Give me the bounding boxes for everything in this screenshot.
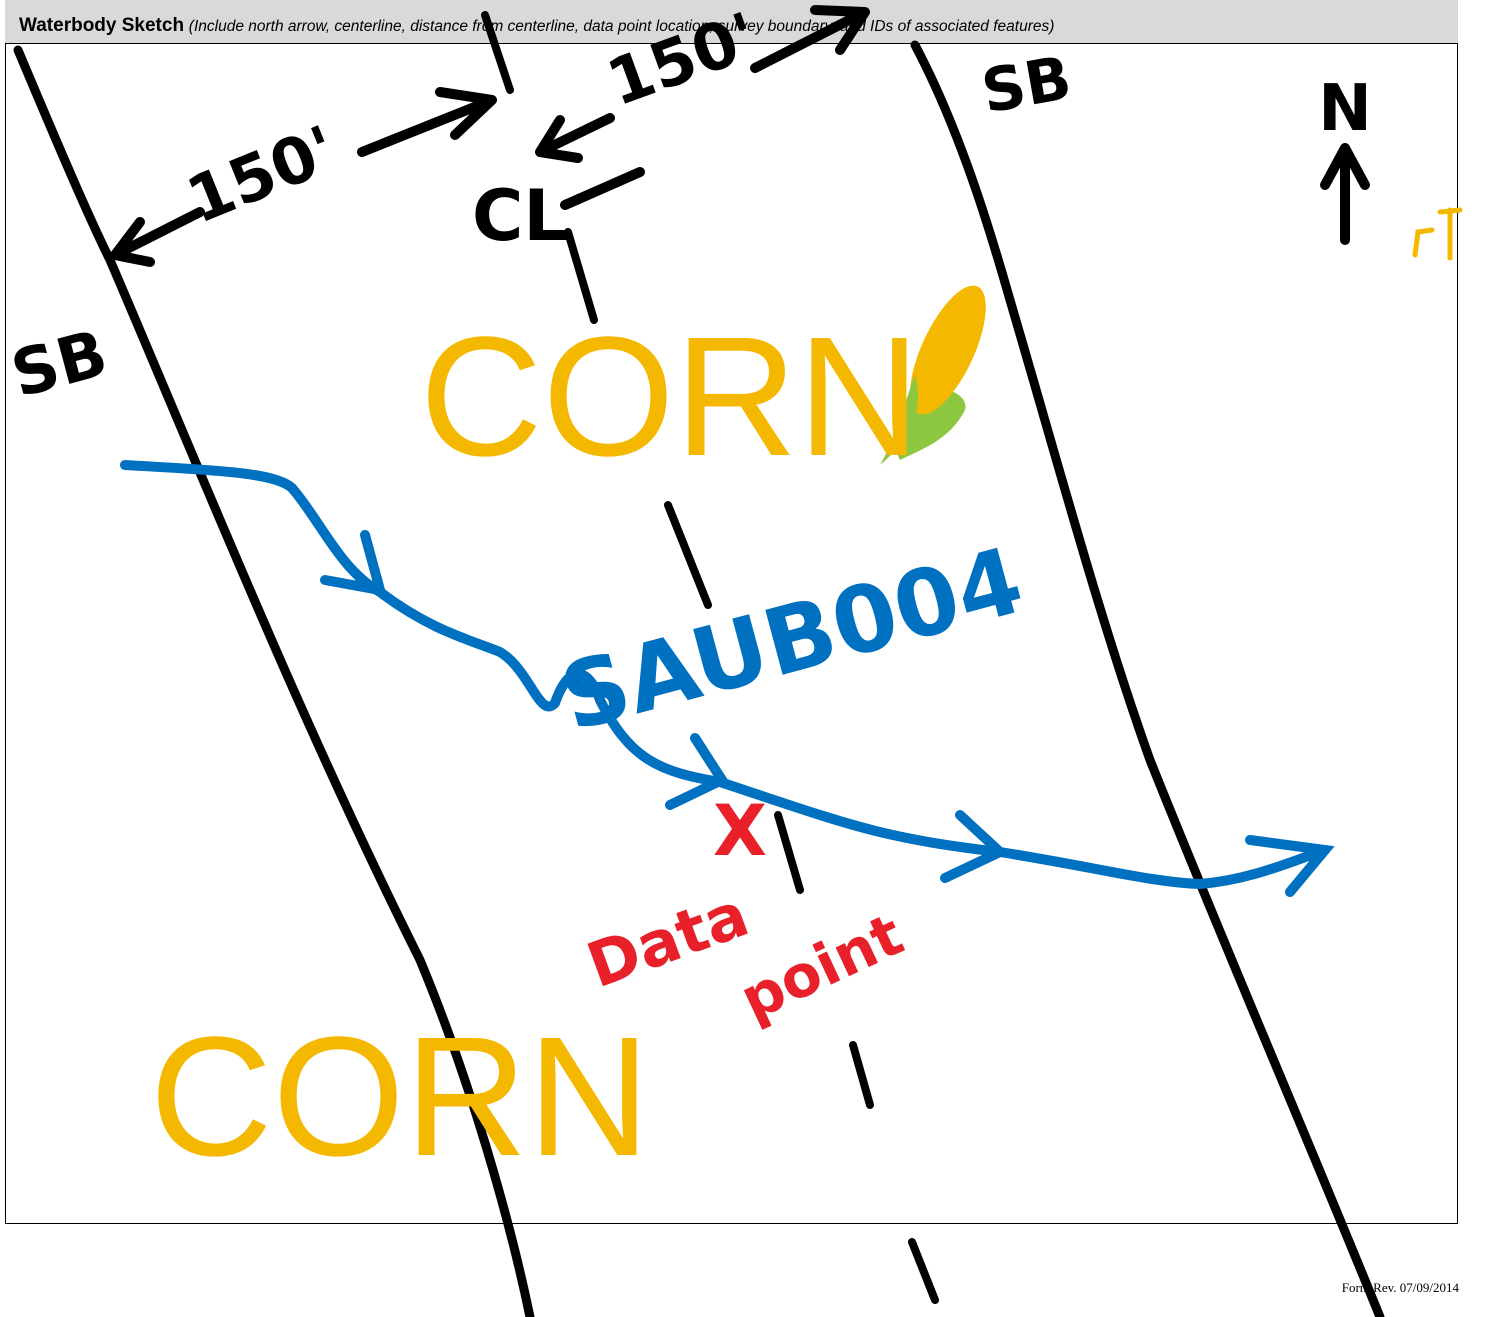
centerline-label: CL <box>472 175 568 257</box>
crop-label: CORN <box>420 302 921 492</box>
data-point-label: point <box>730 900 913 1034</box>
survey-boundary-label: SB <box>4 317 115 413</box>
annotations: 150' 150' SB SB CL N CORN CORN SAUB004 X… <box>4 0 1372 1192</box>
north-label: N <box>1318 72 1372 146</box>
stray-mark <box>1415 210 1460 258</box>
feature-id: SAUB004 <box>550 527 1033 752</box>
survey-boundary-label: SB <box>977 43 1077 127</box>
data-point-marker: X <box>713 790 767 872</box>
boundary-right <box>915 45 1380 1317</box>
page: Waterbody Sketch (Include north arrow, c… <box>0 0 1499 1317</box>
sketch: 150' 150' SB SB CL N CORN CORN SAUB004 X… <box>0 0 1499 1317</box>
distance-label: 150' <box>598 0 767 121</box>
distance-label: 150' <box>177 113 347 239</box>
data-point-label: Data <box>578 877 758 1002</box>
crop-label: CORN <box>150 1002 651 1192</box>
